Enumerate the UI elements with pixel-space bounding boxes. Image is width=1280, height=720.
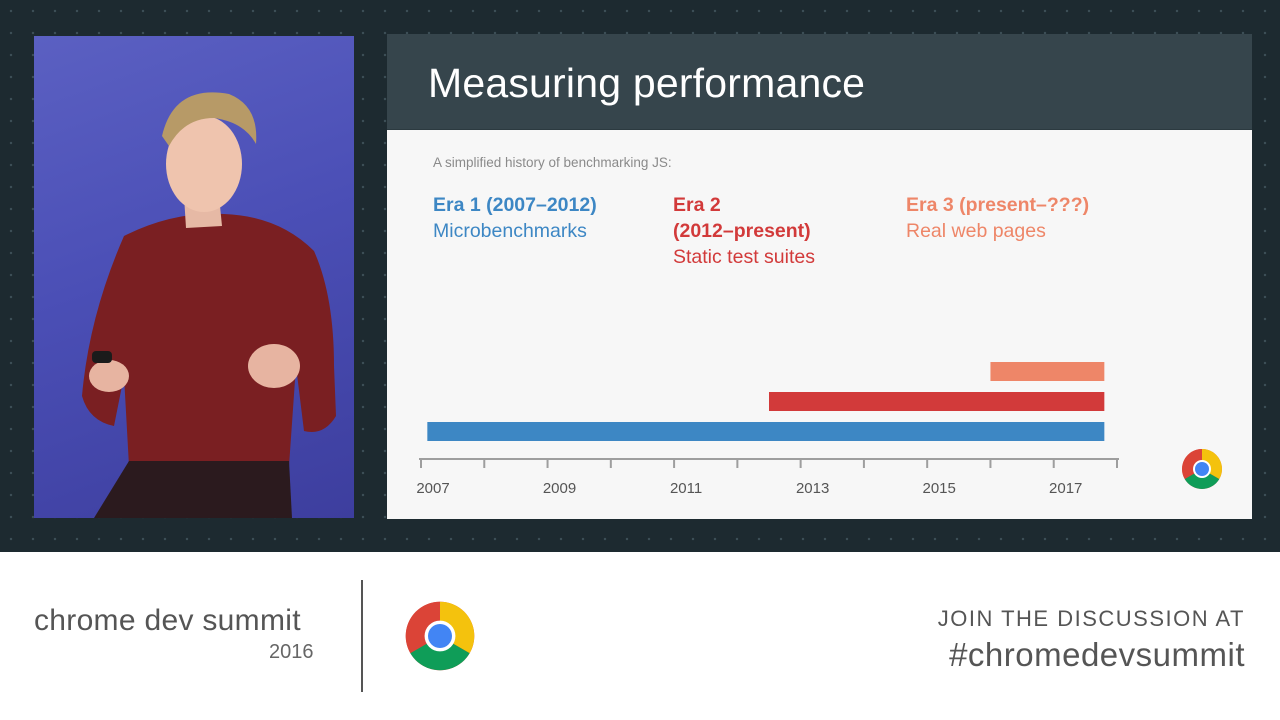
timeline-bar-1 [427,422,1105,441]
banner-divider [361,580,363,692]
timeline-chart: 2007 2009 2011 2013 2015 2017 [416,362,1119,497]
speaker-figure [82,92,336,518]
era-1-description: Microbenchmarks [433,220,587,242]
timeline-tick-label: 2009 [543,480,576,497]
era-3-heading: Era 3 (present–???) [906,194,1090,216]
timeline-bar-3 [990,362,1105,381]
era-3-description: Real web pages [906,220,1046,242]
event-banner: chrome dev summit 2016 JOIN THE DISCUSSI… [0,552,1280,720]
timeline-tick-label: 2015 [922,480,955,497]
timeline-tick-label: 2013 [796,480,829,497]
era-3: Era 3 (present–???) Real web pages [906,192,1089,244]
timeline-tick-label: 2017 [1049,480,1082,497]
presentation-slide: Measuring performance A simplified histo… [387,34,1252,519]
chrome-logo-large-icon [405,601,475,671]
event-name: chrome dev summit [34,604,301,637]
slide-subtitle: A simplified history of benchmarking JS: [433,155,672,170]
speaker-video [34,36,354,518]
era-2: Era 2 (2012–present) Static test suites [673,192,815,270]
timeline-bar-2 [769,392,1105,411]
chrome-logo-icon [1182,449,1222,489]
event-year: 2016 [269,641,314,663]
timeline-tick-label: 2007 [416,480,449,497]
era-2-description: Static test suites [673,246,815,268]
era-1-heading: Era 1 (2007–2012) [433,194,597,216]
slide-title: Measuring performance [428,60,866,106]
era-1: Era 1 (2007–2012) Microbenchmarks [433,192,597,244]
era-2-heading-dates: (2012–present) [673,220,811,242]
join-discussion-text: JOIN THE DISCUSSION AT [937,606,1245,631]
era-2-heading: Era 2 [673,194,721,216]
slide-header: Measuring performance [387,34,1252,130]
timeline-tick-label: 2011 [670,480,702,497]
hashtag-text: #chromedevsummit [949,636,1245,673]
